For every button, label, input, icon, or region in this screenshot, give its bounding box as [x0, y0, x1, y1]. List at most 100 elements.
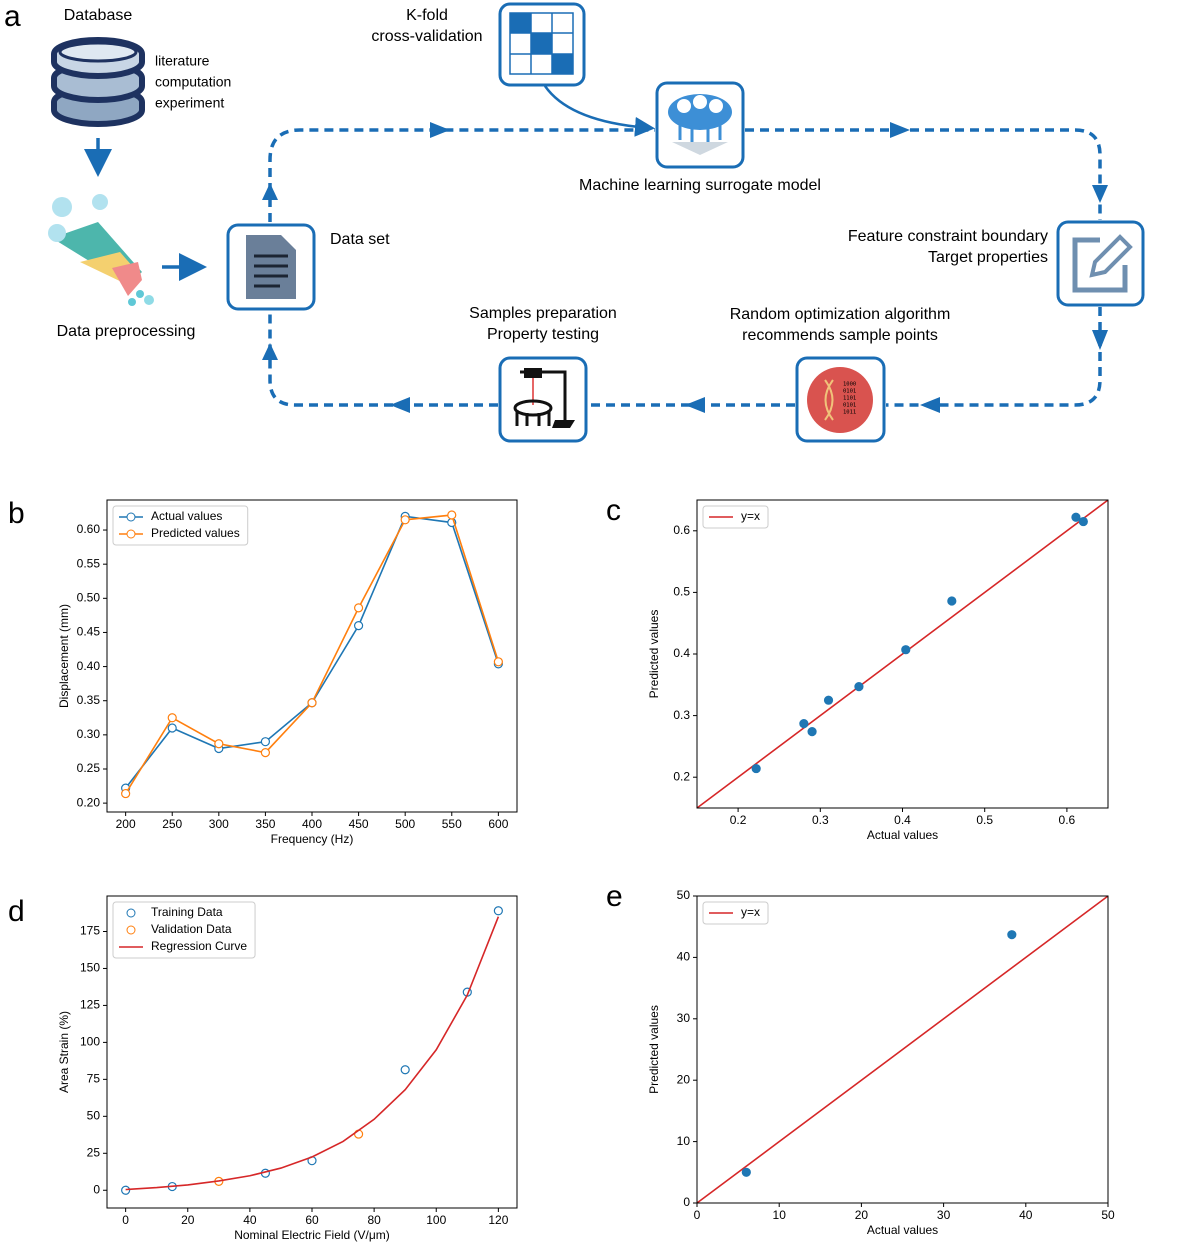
y-tick-label: 0.20	[77, 795, 101, 809]
point	[947, 596, 957, 606]
y-tick-label: 0.50	[77, 590, 101, 604]
legend-label: Training Data	[151, 905, 223, 919]
x-tick-label: 20	[181, 1213, 195, 1227]
y-tick-label: 25	[87, 1145, 101, 1159]
x-tick-label: 400	[302, 817, 322, 831]
series-line	[124, 514, 500, 794]
series-line	[125, 916, 500, 1191]
icon-text: 1011	[843, 410, 856, 416]
panel-label: c	[606, 494, 621, 527]
point	[1078, 516, 1088, 527]
y-tick-label: 0.2	[673, 769, 690, 783]
y-tick-label: 0	[683, 1195, 690, 1209]
label: K-fold	[406, 7, 448, 24]
point	[121, 1185, 131, 1195]
icon-text: 0101	[843, 403, 856, 409]
label: Samples preparation	[469, 305, 617, 322]
label: computation	[155, 74, 231, 90]
point	[353, 603, 364, 613]
label: Feature constraint boundary	[848, 228, 1048, 245]
point	[353, 621, 364, 631]
x-tick-label: 60	[305, 1213, 319, 1227]
point	[121, 788, 131, 799]
y-tick-label: 20	[677, 1072, 691, 1086]
x-tick-label: 450	[349, 817, 369, 831]
series-line	[125, 515, 500, 789]
x-tick-label: 80	[367, 1213, 381, 1227]
kfold-icon	[498, 2, 586, 87]
x-tick-label: 0.3	[812, 813, 829, 827]
label: Target properties	[928, 249, 1048, 266]
legend: Actual values Predicted values	[112, 505, 249, 546]
point	[260, 748, 271, 758]
legend-swatch	[126, 908, 136, 918]
label: Random optimization algorithm	[730, 306, 951, 323]
label: Property testing	[487, 326, 599, 343]
y-tick-label: 0	[93, 1182, 100, 1196]
x-tick-label: 120	[488, 1213, 508, 1227]
y-axis-label: Predicted values	[647, 1005, 661, 1094]
legend-box	[702, 901, 769, 925]
x-tick-label: 100	[426, 1213, 446, 1227]
panel-label: b	[8, 497, 25, 530]
y-tick-label: 0.35	[77, 693, 101, 707]
y-tick-label: 30	[677, 1011, 691, 1025]
y-tick-label: 10	[677, 1134, 691, 1148]
funnel-icon	[48, 194, 154, 306]
point	[1071, 512, 1081, 522]
y-tick-label: 75	[87, 1072, 101, 1086]
y-tick-label: 0.5	[673, 585, 690, 599]
label: literature	[155, 53, 210, 69]
x-tick-label: 250	[162, 817, 182, 831]
point	[751, 763, 761, 774]
y-axis-label: Predicted values	[647, 610, 661, 699]
x-tick-label: 10	[773, 1208, 787, 1222]
legend-label: y=x	[741, 509, 760, 523]
y-tick-label: 40	[677, 950, 691, 964]
x-tick-label: 20	[855, 1208, 869, 1222]
label: Machine learning surrogate model	[579, 177, 821, 194]
y-tick-label: 0.4	[673, 646, 690, 660]
y-tick-label: 175	[80, 924, 100, 938]
y-axis-label: Area Strain (%)	[57, 1011, 71, 1093]
x-tick-label: 40	[243, 1213, 257, 1227]
y-tick-label: 0.45	[77, 625, 101, 639]
point	[1007, 930, 1017, 940]
legend: y=x	[702, 901, 769, 925]
panel-label: e	[606, 880, 623, 913]
label: Database	[64, 7, 133, 24]
x-tick-label: 200	[116, 817, 136, 831]
label: Data preprocessing	[57, 323, 196, 340]
legend-box	[112, 901, 256, 959]
x-tick-label: 500	[395, 817, 415, 831]
solid-arrows	[84, 85, 655, 281]
legend-box	[702, 505, 769, 529]
legend-box	[112, 505, 249, 546]
panel-label: d	[8, 895, 25, 928]
x-tick-label: 40	[1019, 1208, 1033, 1222]
x-tick-label: 350	[255, 817, 275, 831]
point	[400, 515, 410, 525]
x-axis-label: Frequency (Hz)	[271, 832, 354, 846]
x-tick-label: 600	[488, 817, 508, 831]
point	[741, 1167, 751, 1177]
series-line	[696, 895, 1109, 1204]
legend-swatch	[126, 925, 136, 935]
loop-arrowheads	[262, 122, 1108, 413]
x-tick-label: 550	[442, 817, 462, 831]
legend-label: Actual values	[151, 509, 222, 523]
icon-text: 1101	[843, 396, 856, 402]
plot-frame	[696, 499, 1109, 809]
legend-swatch	[126, 529, 136, 539]
x-axis-label: Actual values	[867, 828, 938, 842]
icon-text: 0101	[843, 389, 856, 395]
y-tick-label: 50	[87, 1108, 101, 1122]
legend-label: Predicted values	[151, 526, 240, 540]
point	[854, 682, 864, 692]
x-tick-label: 0.2	[730, 813, 747, 827]
y-tick-label: 0.60	[77, 522, 101, 536]
plot-frame	[696, 895, 1109, 1204]
y-tick-label: 100	[80, 1035, 100, 1049]
legend-label: Regression Curve	[151, 939, 247, 953]
